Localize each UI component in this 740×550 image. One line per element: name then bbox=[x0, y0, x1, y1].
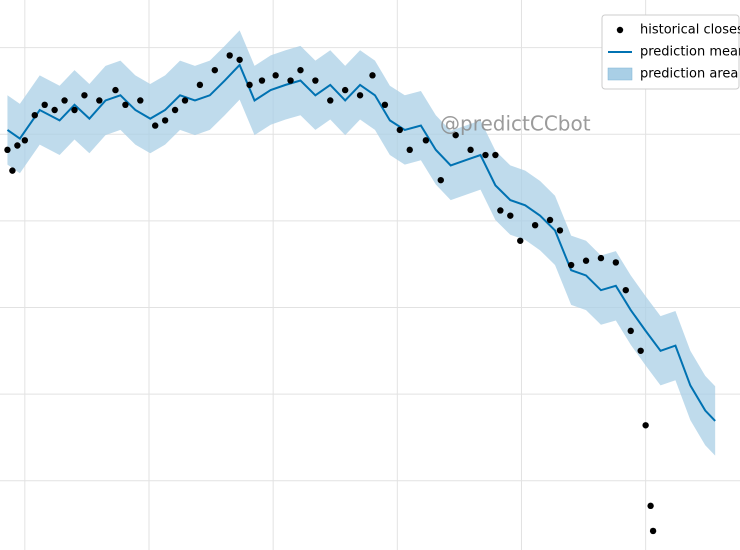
data-point bbox=[41, 101, 48, 109]
data-point bbox=[622, 286, 629, 294]
data-point bbox=[4, 146, 11, 154]
data-point bbox=[381, 101, 389, 109]
data-point bbox=[297, 66, 304, 74]
data-point bbox=[452, 131, 459, 139]
prediction-band bbox=[7, 30, 716, 456]
data-point bbox=[171, 106, 179, 114]
data-point bbox=[482, 151, 489, 159]
data-point bbox=[137, 97, 144, 104]
legend: historical closes prediction mean predicti… bbox=[601, 14, 740, 90]
data-point bbox=[312, 77, 319, 84]
data-point bbox=[467, 146, 474, 154]
data-point bbox=[531, 221, 539, 229]
watermark: @predictCCbot bbox=[440, 112, 591, 136]
data-point bbox=[287, 77, 294, 84]
plot bbox=[4, 30, 716, 535]
data-point bbox=[272, 72, 279, 79]
data-point bbox=[341, 86, 349, 94]
data-point bbox=[21, 137, 29, 144]
data-point bbox=[556, 227, 564, 234]
prediction-line bbox=[6, 63, 716, 422]
data-point bbox=[246, 81, 253, 89]
data-point bbox=[226, 52, 233, 59]
data-point bbox=[422, 137, 430, 144]
data-point bbox=[546, 216, 554, 224]
data-point bbox=[612, 259, 620, 266]
data-point bbox=[61, 97, 68, 104]
data-point bbox=[582, 257, 590, 264]
data-point bbox=[196, 81, 204, 89]
data-point bbox=[112, 86, 119, 94]
legend-swatch bbox=[607, 67, 633, 81]
data-point bbox=[637, 347, 644, 354]
data-point bbox=[14, 142, 21, 149]
data-point bbox=[31, 111, 38, 119]
data-point bbox=[96, 97, 103, 104]
data-point bbox=[507, 212, 514, 219]
data-point bbox=[396, 126, 403, 134]
data-point bbox=[437, 176, 444, 184]
data-point bbox=[597, 254, 605, 262]
data-point bbox=[497, 207, 504, 214]
legend-label: prediction area bbox=[640, 67, 738, 82]
data-point bbox=[122, 101, 129, 109]
data-point bbox=[369, 72, 376, 79]
data-point bbox=[9, 167, 16, 174]
legend-swatch bbox=[616, 26, 624, 34]
data-point bbox=[71, 106, 78, 114]
data-point bbox=[51, 106, 58, 114]
data-point bbox=[181, 97, 189, 104]
data-point bbox=[81, 92, 88, 99]
legend-label: historical closes bbox=[640, 23, 740, 38]
data-point bbox=[647, 502, 654, 510]
data-point bbox=[211, 66, 218, 74]
data-point bbox=[258, 77, 266, 84]
data-point bbox=[327, 97, 334, 104]
data-point bbox=[517, 237, 524, 244]
data-point bbox=[642, 422, 649, 429]
data-point bbox=[161, 117, 169, 124]
data-point bbox=[492, 151, 499, 159]
data-point bbox=[649, 527, 657, 535]
data-point bbox=[152, 122, 159, 129]
data-point bbox=[406, 146, 413, 154]
data-point bbox=[567, 261, 575, 269]
legend-box bbox=[601, 14, 740, 90]
data-point bbox=[236, 56, 243, 63]
data-point bbox=[356, 92, 364, 99]
data-point bbox=[627, 327, 634, 335]
legend-label: prediction mean bbox=[640, 45, 740, 60]
